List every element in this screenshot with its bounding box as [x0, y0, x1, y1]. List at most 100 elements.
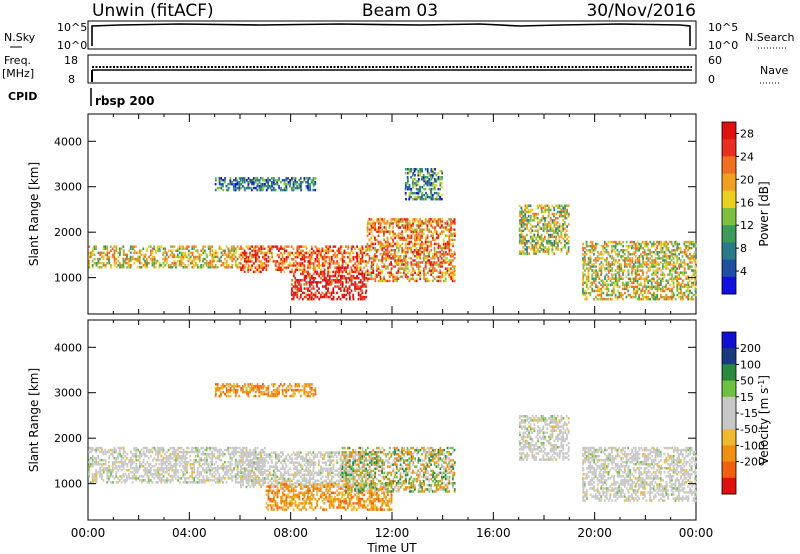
range-cell	[415, 230, 418, 233]
range-cell	[687, 277, 690, 280]
range-cell	[678, 277, 680, 280]
range-cell	[368, 218, 371, 221]
range-cell	[247, 475, 250, 478]
range-cell	[638, 246, 641, 250]
range-cell	[431, 236, 434, 240]
colorbar-tick-label: 20	[740, 173, 754, 186]
range-cell	[224, 266, 226, 269]
range-cell	[407, 172, 409, 175]
range-cell	[522, 239, 525, 243]
range-cell	[449, 224, 452, 227]
range-cell	[99, 446, 102, 450]
range-cell	[245, 450, 248, 454]
range-cell	[401, 246, 403, 250]
range-cell	[374, 255, 376, 258]
range-cell	[660, 281, 662, 285]
range-cell	[194, 261, 197, 265]
range-cell	[600, 289, 603, 293]
range-cell	[92, 456, 94, 460]
range-cell	[397, 232, 400, 235]
range-cell	[588, 291, 590, 295]
range-cell	[336, 270, 339, 274]
range-cell	[117, 454, 119, 458]
range-cell	[676, 240, 678, 244]
range-cell	[227, 264, 230, 267]
range-cell	[667, 297, 669, 301]
range-cell	[616, 283, 619, 287]
range-cell	[437, 236, 440, 240]
range-cell	[616, 295, 619, 299]
range-cell	[633, 277, 635, 280]
range-cell	[352, 255, 355, 259]
range-cell	[443, 261, 445, 264]
range-cell	[397, 263, 400, 266]
range-cell	[343, 289, 345, 292]
range-cell	[343, 251, 345, 255]
range-cell	[117, 264, 120, 267]
range-cell	[307, 177, 310, 180]
range-cell	[182, 251, 185, 255]
range-cell	[545, 217, 548, 220]
range-cell	[432, 234, 435, 237]
range-cell	[433, 269, 436, 272]
range-cell	[197, 452, 199, 456]
range-cell	[679, 291, 682, 295]
range-cell	[113, 446, 116, 450]
range-cell	[647, 257, 650, 260]
range-cell	[294, 177, 297, 180]
range-cell	[267, 186, 269, 190]
range-cell	[214, 481, 217, 484]
range-cell	[166, 261, 168, 265]
range-cell	[625, 285, 628, 289]
range-cell	[343, 287, 346, 290]
range-cell	[97, 448, 100, 452]
range-cell	[415, 238, 418, 242]
range-cell	[651, 261, 653, 264]
range-cell	[558, 239, 561, 243]
range-cell	[269, 249, 271, 253]
range-cell	[171, 477, 174, 480]
range-cell	[162, 257, 164, 261]
range-cell	[253, 253, 255, 257]
range-cell	[452, 255, 454, 258]
range-cell	[178, 247, 181, 250]
range-cell	[186, 255, 188, 259]
range-cell	[245, 448, 248, 452]
range-cell	[437, 234, 440, 237]
range-cell	[616, 285, 619, 289]
range-cell	[549, 233, 552, 237]
range-cell	[595, 271, 597, 274]
range-cell	[372, 257, 375, 260]
range-cell	[133, 454, 136, 458]
range-cell	[692, 240, 695, 244]
range-cell	[256, 184, 259, 188]
range-cell	[294, 251, 297, 255]
range-cell	[166, 481, 169, 484]
range-cell	[690, 246, 693, 250]
range-cell	[350, 279, 353, 282]
range-cell	[445, 226, 447, 229]
range-cell	[296, 287, 299, 290]
range-cell	[430, 240, 432, 244]
range-cell	[254, 249, 257, 253]
range-cell	[209, 249, 212, 252]
range-cell	[452, 242, 454, 246]
range-cell	[395, 234, 398, 237]
range-cell	[566, 242, 568, 245]
range-cell	[428, 183, 431, 187]
range-cell	[636, 240, 639, 244]
range-cell	[196, 477, 199, 480]
range-cell	[435, 263, 438, 266]
range-cell	[622, 259, 625, 262]
range-cell	[243, 264, 246, 267]
range-cell	[171, 467, 174, 470]
range-cell	[625, 283, 628, 287]
range-cell	[607, 265, 610, 268]
range-cell	[398, 222, 400, 225]
range-cell	[430, 197, 433, 201]
range-cell	[653, 251, 655, 254]
range-cell	[107, 479, 110, 482]
range-cell	[256, 253, 259, 257]
range-cell	[426, 279, 429, 283]
range-cell	[620, 295, 623, 299]
